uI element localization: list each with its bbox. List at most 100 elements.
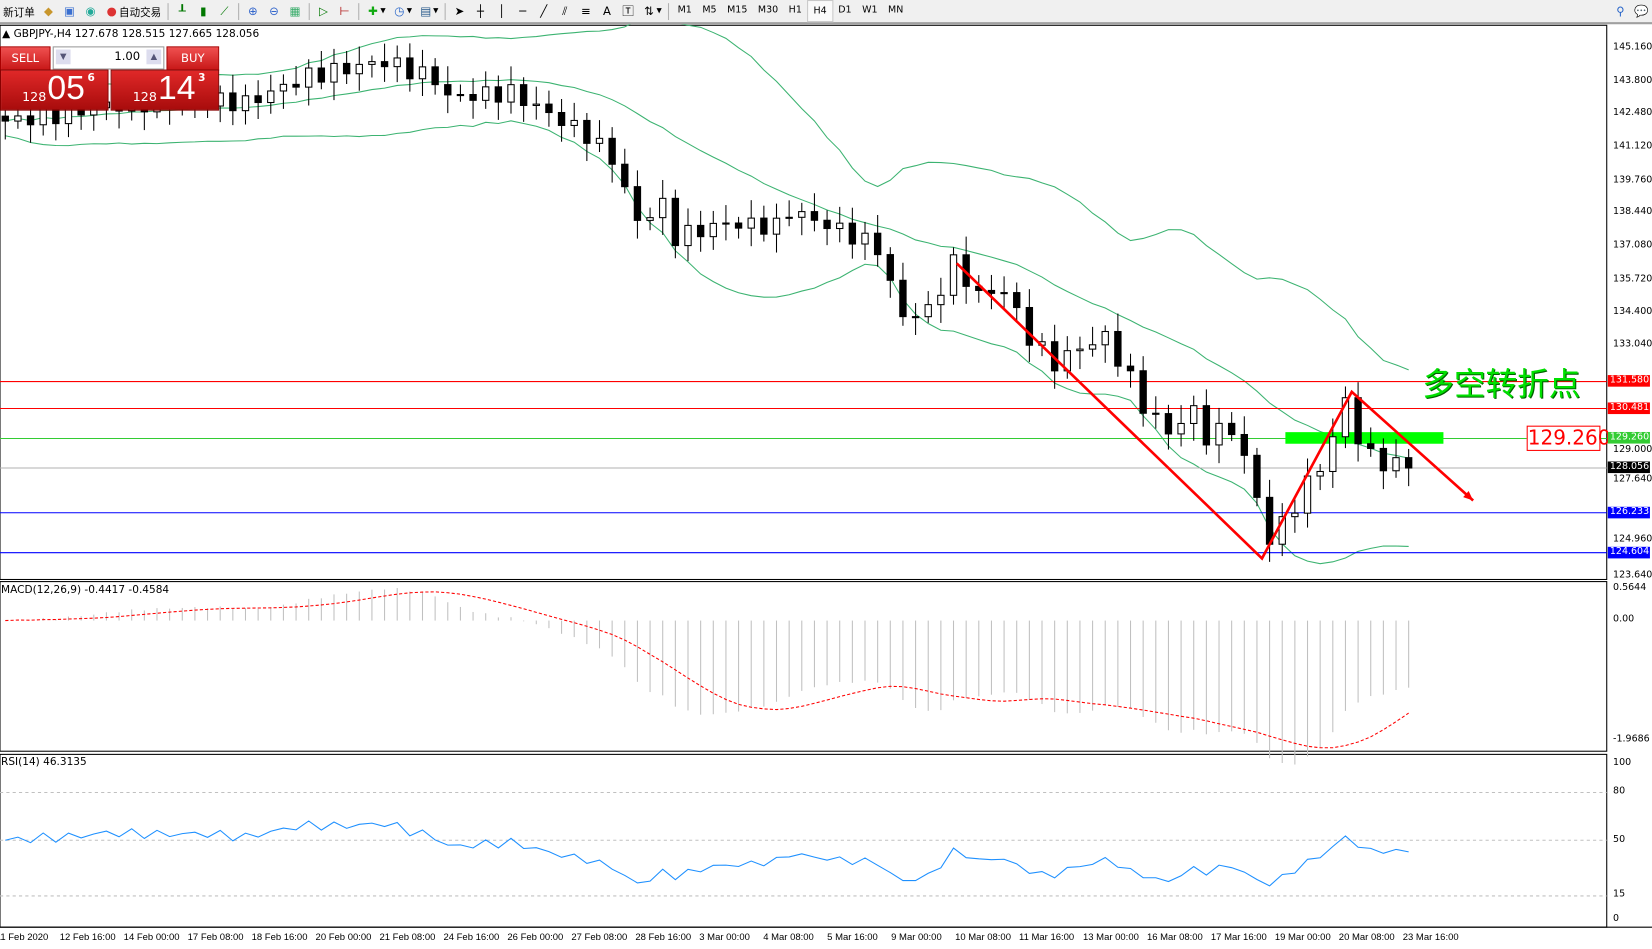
candle-body xyxy=(608,137,616,165)
rsi-label: RSI(14) 46.3135 xyxy=(1,756,87,769)
candle-body xyxy=(431,66,439,86)
fibonacci-button[interactable]: ≡ xyxy=(575,1,596,21)
candle-body xyxy=(583,119,591,144)
zoom-in-button[interactable]: ⊕ xyxy=(242,1,263,21)
lot-increase-button[interactable]: ▲ xyxy=(146,49,162,65)
horizontal-line-button[interactable]: ─ xyxy=(512,1,533,21)
candle-body xyxy=(671,197,680,247)
trendline-icon: ╱ xyxy=(540,3,548,18)
candle-body xyxy=(1354,397,1362,445)
auto-trading-button[interactable]: ● 自动交易 xyxy=(101,1,164,21)
rsi-tick: 0 xyxy=(1613,913,1620,925)
buy-price[interactable]: 128 14 3 xyxy=(110,68,220,111)
trend-line xyxy=(955,262,1475,561)
line-chart-button[interactable]: ⟋ xyxy=(214,1,235,21)
time-tick: 5 Mar 16:00 xyxy=(827,931,878,942)
signals-button[interactable]: ◉ xyxy=(80,1,101,21)
candle-body xyxy=(342,62,351,75)
time-tick: 11 Mar 16:00 xyxy=(1019,931,1075,942)
chat-icon: 💬 xyxy=(1634,3,1649,18)
timeframe-w1[interactable]: W1 xyxy=(862,4,878,16)
candle-body xyxy=(836,222,844,230)
candle-chart-button[interactable]: ▮ xyxy=(193,1,214,21)
candle-body xyxy=(1265,496,1274,545)
buy-button[interactable]: BUY xyxy=(166,46,220,71)
chart-canvas[interactable] xyxy=(0,24,1652,948)
label-button[interactable]: 🅃 xyxy=(618,1,639,21)
search-button[interactable]: ⚲ xyxy=(1610,1,1631,21)
signal-icon: ◉ xyxy=(85,3,96,18)
timeframe-m5[interactable]: M5 xyxy=(702,4,717,16)
robot-icon: ● xyxy=(106,3,117,18)
text-button[interactable]: A xyxy=(596,1,617,21)
bollinger-lower xyxy=(5,120,1409,565)
timeframe-h1[interactable]: H1 xyxy=(788,4,802,16)
new-order-button[interactable]: 新订单 xyxy=(3,7,35,19)
candle-body xyxy=(14,115,22,122)
time-tick: 16 Mar 08:00 xyxy=(1146,931,1203,942)
candle-body xyxy=(241,95,250,112)
candlestick-icon: ▮ xyxy=(200,3,207,18)
lot-size-input[interactable]: ▼ 1.00 ▲ xyxy=(52,46,165,70)
candle-body xyxy=(659,197,667,219)
price-tag: 128.056 xyxy=(1607,461,1650,474)
search-icon: ⚲ xyxy=(1616,3,1625,18)
price-tick: 137.080 xyxy=(1613,240,1652,251)
candle-body xyxy=(1278,516,1286,545)
price-tag: 129.260 xyxy=(1607,432,1650,444)
macd-tick: -1.9686 xyxy=(1613,734,1650,745)
candle-body xyxy=(924,304,932,318)
candle-body xyxy=(899,279,907,318)
buy-price-pips: 14 xyxy=(158,68,196,107)
timeframe-d1[interactable]: D1 xyxy=(838,4,852,16)
autoscroll-button[interactable]: ▷ xyxy=(313,1,334,21)
candle-body xyxy=(507,84,515,103)
chart-shift-button[interactable]: ⊢ xyxy=(334,1,355,21)
terminal-button[interactable]: ▣ xyxy=(59,1,80,21)
cursor-button[interactable]: ➤ xyxy=(449,1,470,21)
arrows-button[interactable]: ⇅ ▾ xyxy=(639,1,665,21)
template-icon: ▤ xyxy=(420,3,432,18)
text-icon: A xyxy=(603,3,611,18)
price-tag: 131.580 xyxy=(1607,375,1650,387)
timeframe-m1[interactable]: M1 xyxy=(677,4,692,16)
lot-decrease-button[interactable]: ▼ xyxy=(55,49,71,65)
candle-body xyxy=(1379,447,1388,472)
tile-windows-button[interactable]: ▦ xyxy=(284,1,305,21)
candle-body xyxy=(734,222,743,229)
candle-body xyxy=(519,84,528,106)
time-tick: 20 Feb 00:00 xyxy=(315,931,372,942)
zoom-out-button[interactable]: ⊖ xyxy=(263,1,284,21)
indicators-button[interactable]: ✚ ▾ xyxy=(362,1,388,21)
candle-body xyxy=(39,107,47,126)
bar-chart-button[interactable]: ┸ xyxy=(172,1,193,21)
turning-point-annotation[interactable]: 多空转折点 xyxy=(1422,366,1581,404)
price-tick: 142.480 xyxy=(1613,107,1652,119)
candle-body xyxy=(254,95,262,104)
chat-button[interactable]: 💬 xyxy=(1631,1,1652,21)
templates-button[interactable]: ▤ ▾ xyxy=(420,3,439,18)
price-label-annotation[interactable]: 129.260 xyxy=(1526,425,1611,451)
sell-button[interactable]: SELL xyxy=(0,46,51,71)
candle-body xyxy=(709,222,717,238)
trendline-button[interactable]: ╱ xyxy=(533,1,554,21)
vertical-line-button[interactable]: │ xyxy=(491,1,512,21)
timeframe-mn[interactable]: MN xyxy=(888,4,904,16)
price-tick: 143.800 xyxy=(1613,75,1652,87)
candle-body xyxy=(848,222,857,245)
equidistant-channel-button[interactable]: ⫽ xyxy=(554,1,575,21)
timeframe-h4[interactable]: H4 xyxy=(807,0,833,23)
candle-body xyxy=(1291,512,1299,518)
history-button[interactable]: ◆ xyxy=(38,1,59,21)
periods-button[interactable]: ◷ ▾ xyxy=(389,1,415,21)
candle-body xyxy=(684,224,692,247)
time-tick: 24 Feb 16:00 xyxy=(443,931,500,942)
crosshair-button[interactable]: ┼ xyxy=(470,1,491,21)
timeframe-m15[interactable]: M15 xyxy=(727,4,748,16)
sell-price[interactable]: 128 05 6 xyxy=(0,68,109,111)
timeframe-m30[interactable]: M30 xyxy=(757,4,779,16)
lot-value: 1.00 xyxy=(114,49,141,64)
sell-price-prefix: 128 xyxy=(22,89,47,105)
time-tick: 17 Mar 16:00 xyxy=(1210,931,1267,942)
time-tick: 20 Mar 08:00 xyxy=(1338,931,1395,942)
